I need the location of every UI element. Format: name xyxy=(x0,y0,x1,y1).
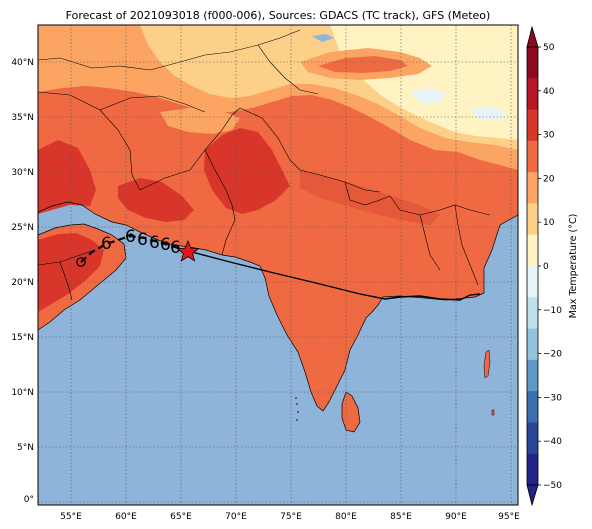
x-tick-label: 95°E xyxy=(498,512,520,522)
colorbar-cell xyxy=(527,422,538,455)
storm-symbol: 6 xyxy=(149,233,160,253)
colorbar-tick-label: 20 xyxy=(543,174,555,184)
y-tick-label: 10°N xyxy=(11,388,34,398)
colorbar-tick-label: −40 xyxy=(543,437,562,447)
colorbar-tick-label: 30 xyxy=(543,131,555,141)
colorbar-tick-label: 10 xyxy=(543,218,555,228)
storm-symbol: 6 xyxy=(170,238,181,258)
map-title: Forecast of 2021093018 (f000-006), Sourc… xyxy=(66,9,491,22)
y-tick-label: 15°N xyxy=(11,333,34,343)
storm-symbol: 6 xyxy=(160,235,171,255)
pakistan-hot-zone xyxy=(204,128,290,214)
x-tick-label: 85°E xyxy=(390,512,412,522)
colorbar-cell xyxy=(527,453,538,486)
colorbar-cell xyxy=(527,47,538,79)
map-frame xyxy=(37,24,519,506)
storm-symbol: 6 xyxy=(125,227,136,247)
colorbar-cell xyxy=(527,140,538,173)
y-axis-ticks: 40°N 35°N 30°N 25°N 20°N 15°N 10°N 5°N 0… xyxy=(11,58,34,505)
x-tick-label: 90°E xyxy=(445,512,467,522)
y-tick-label: 35°N xyxy=(11,113,34,123)
colorbar-tick-label: 50 xyxy=(543,43,555,53)
arabia-coastline xyxy=(38,223,127,331)
country-borders xyxy=(38,29,491,301)
gridlines xyxy=(38,25,518,505)
colorbar-tick-label: 0 xyxy=(543,262,549,272)
colorbar: 50 40 30 20 10 0 −10 −20 −30 −40 −50 Max Temperatu… xyxy=(526,25,579,507)
storm-symbol: 6 xyxy=(137,230,148,250)
colorbar-tick-label: −20 xyxy=(543,350,562,360)
sri-lanka-coastline xyxy=(341,391,361,433)
colorbar-cell xyxy=(527,203,538,236)
y-tick-label: 0° xyxy=(24,495,34,505)
colorbar-cell xyxy=(527,328,538,361)
star-icon xyxy=(176,239,200,262)
colorbar-tick-label: 40 xyxy=(543,87,555,97)
coastline xyxy=(38,201,518,412)
colorbar-cell xyxy=(527,234,538,267)
x-tick-label: 65°E xyxy=(170,512,192,522)
colorbar-cell xyxy=(527,109,538,142)
sri-lanka xyxy=(342,392,360,432)
andaman-islands xyxy=(483,349,491,379)
maldives-islands xyxy=(295,397,299,421)
colorbar-tick-label: −30 xyxy=(543,393,562,403)
baluchistan-hot-zone xyxy=(118,178,194,222)
x-tick-label: 80°E xyxy=(335,512,357,522)
iran-hot-zone xyxy=(38,140,96,214)
lake-1 xyxy=(312,34,334,42)
colorbar-cell xyxy=(527,391,538,423)
x-tick-label: 60°E xyxy=(115,512,137,522)
hindu-kush-warm xyxy=(160,108,240,134)
colorbar-max-arrow xyxy=(526,25,539,48)
colorbar-cell xyxy=(527,359,538,392)
colorbar-label: Max Temperature (°C) xyxy=(568,214,579,319)
storm-track: 6 6 6 6 6 6 xyxy=(76,227,481,301)
y-tick-label: 5°N xyxy=(17,443,34,453)
colorbar-tick-label: −50 xyxy=(543,481,562,491)
colorbar-cell xyxy=(527,78,538,111)
cool-patch-1 xyxy=(410,88,446,104)
colorbar-cell xyxy=(527,297,538,330)
map-panel: 6 6 6 6 6 6 xyxy=(38,25,518,505)
y-tick-label: 20°N xyxy=(11,278,34,288)
x-axis-ticks: 55°E 60°E 65°E 70°E 75°E 80°E 85°E 90°E … xyxy=(60,512,520,522)
colorbar-cell xyxy=(527,266,538,298)
y-tick-label: 30°N xyxy=(11,168,34,178)
cool-patch-2 xyxy=(470,106,506,120)
colorbar-tick-label: −10 xyxy=(543,306,562,316)
x-tick-label: 75°E xyxy=(280,512,302,522)
x-tick-label: 55°E xyxy=(60,512,82,522)
colorbar-min-arrow xyxy=(526,484,539,507)
y-tick-label: 40°N xyxy=(11,58,34,68)
x-tick-label: 70°E xyxy=(225,512,247,522)
colorbar-cell xyxy=(527,172,538,204)
circle-icon xyxy=(76,257,86,267)
y-tick-label: 25°N xyxy=(11,223,34,233)
storm-symbol: 6 xyxy=(101,234,112,254)
tarim-hot-zone xyxy=(318,56,408,73)
nicobar-islands xyxy=(491,409,495,416)
